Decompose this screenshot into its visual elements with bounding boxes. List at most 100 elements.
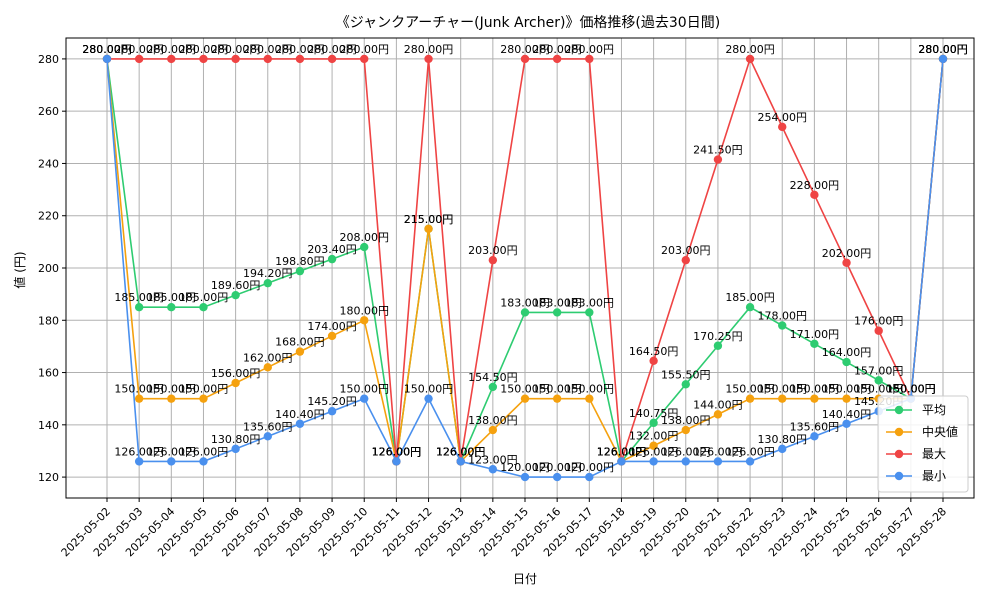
data-point [360,242,369,252]
chart-title: 《ジャンクアーチャー(Junk Archer)》価格推移(過去30日間) [336,15,720,31]
data-label: 126.00円 [372,445,422,458]
x-axis-label: 日付 [513,572,537,586]
data-label: 126.00円 [597,445,647,458]
legend-swatch-marker [894,471,904,481]
data-label: 144.00円 [693,398,743,411]
data-label: 208.00円 [339,231,389,244]
data-point [392,457,401,466]
data-label: 130.80円 [757,433,807,446]
data-point [552,54,562,64]
data-label: 280.00円 [565,43,615,56]
data-label: 280.00円 [82,43,132,56]
data-point [424,54,433,64]
data-label: 126.00円 [372,445,422,458]
y-tick-label: 220 [38,210,59,223]
data-label: 203.00円 [661,244,711,257]
data-point [552,308,562,317]
data-point [938,54,948,64]
data-point [745,457,755,466]
data-label: 241.50円 [693,144,743,157]
data-label: 280.00円 [114,43,164,56]
data-label: 150.00円 [854,383,904,396]
data-label: 280.00円 [307,43,357,56]
data-label: 150.00円 [886,383,936,396]
data-point [874,376,883,385]
data-label: 185.00円 [147,291,197,304]
data-point [295,266,305,276]
data-point [552,394,562,403]
data-label: 280.00円 [82,43,132,56]
data-label: 171.00円 [790,328,840,341]
data-point [713,155,723,164]
data-label: 168.00円 [275,336,325,349]
data-point [617,457,626,466]
data-label: 280.00円 [918,43,968,56]
data-label: 164.50円 [629,345,679,358]
data-label: 135.60円 [790,420,840,433]
data-point [424,394,433,403]
data-label: 150.00円 [790,383,840,396]
data-label: 126.00円 [436,445,486,458]
data-point [713,457,723,466]
legend-swatch-marker [894,427,904,437]
data-point [360,394,369,403]
data-point [842,357,851,367]
data-label: 280.00円 [179,43,229,56]
data-point [520,308,530,317]
data-label: 132.00円 [629,430,679,443]
data-label: 135.60円 [243,420,293,433]
legend-swatch-marker [894,449,904,459]
data-point [295,54,305,64]
data-point [167,394,176,403]
data-point [745,394,755,403]
data-point [327,331,337,341]
data-label: 150.00円 [822,383,872,396]
y-tick-label: 120 [38,471,59,484]
data-point [295,347,305,356]
data-point [488,382,498,392]
data-label: 150.00円 [532,383,582,396]
data-label: 123.00円 [468,453,518,466]
data-point [810,339,819,348]
data-point [199,303,208,312]
data-label: 183.00円 [532,296,582,309]
data-point [874,326,883,335]
data-label: 126.00円 [436,445,486,458]
data-label: 120.00円 [532,461,582,474]
data-point [713,410,723,419]
data-point [327,254,337,264]
data-label: 280.00円 [147,43,197,56]
data-label: 280.00円 [918,43,968,56]
data-point [649,457,658,466]
data-label: 150.00円 [886,383,936,396]
data-label: 176.00円 [854,315,904,328]
data-label: 126.00円 [372,445,422,458]
plot-area: 1201401601802002202402602802025-05-02202… [38,37,975,559]
data-label: 126.00円 [725,445,775,458]
data-point [778,444,787,454]
data-point [263,432,272,441]
data-point [585,394,594,403]
data-label: 228.00円 [790,179,840,192]
data-point [102,54,112,64]
data-label: 140.75円 [629,407,679,420]
data-label: 126.00円 [179,445,229,458]
data-label: 150.00円 [179,383,229,396]
data-label: 126.00円 [114,445,164,458]
data-label: 140.40円 [275,408,325,421]
legend-label: 最大 [922,447,946,461]
data-label: 203.00円 [468,244,518,257]
legend-label: 最小 [922,469,946,483]
y-tick-label: 240 [38,157,59,170]
data-point [585,472,594,482]
data-label: 138.00円 [468,414,518,427]
data-point [810,190,819,200]
data-point [842,258,851,267]
legend-swatch-marker [894,405,904,415]
data-point [488,255,498,265]
data-label: 280.00円 [82,43,132,56]
data-point [810,394,819,403]
data-point [681,425,690,435]
y-tick-label: 140 [38,419,59,432]
